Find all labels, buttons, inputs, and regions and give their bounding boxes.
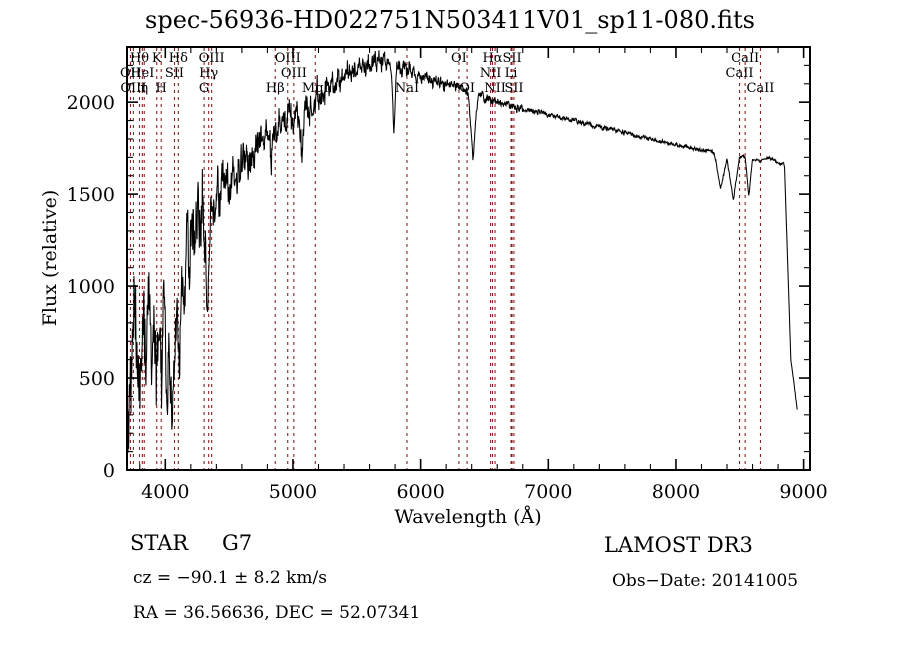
spectral-line-label: OI [451, 51, 467, 66]
x-tick-label: 5000 [269, 481, 317, 503]
survey-label: LAMOST DR3 [604, 533, 753, 557]
y-tick-label: 500 [79, 368, 115, 390]
page-title: spec-56936-HD022751N503411V01_sp11-080.f… [145, 6, 755, 34]
x-tick-label: 4000 [141, 481, 189, 503]
spectral-line-label: NII [484, 81, 506, 96]
y-tick-label: 1500 [67, 184, 115, 206]
spectral-line-label: NII [480, 66, 502, 81]
y-tick-label: 1000 [67, 276, 115, 298]
spectral-line-label: OIII [199, 51, 225, 66]
x-tick-label: 8000 [652, 481, 700, 503]
spectral-line-label: SII [502, 51, 521, 66]
spectral-line-label: CaII [746, 81, 774, 96]
spectral-line-label: SII [165, 66, 184, 81]
y-axis-label: Flux (relative) [39, 190, 61, 327]
obs-date-label: Obs−Date: 20141005 [612, 571, 799, 591]
spectral-line-label: K [152, 51, 162, 66]
coordinates-label: RA = 36.56636, DEC = 52.07341 [133, 603, 421, 623]
spectral-line-label: η [140, 81, 148, 96]
spectrum-trace [126, 50, 798, 453]
y-tick-label: 0 [103, 460, 115, 482]
x-tick-label: 6000 [396, 481, 444, 503]
spectral-class-label: G7 [222, 531, 253, 555]
spectral-line-markers [129, 48, 762, 469]
y-axis-ticks: 0 500 1000 1500 2000 [67, 46, 810, 482]
spectral-line-label: Hβ [266, 81, 285, 96]
x-tick-label: 7000 [524, 481, 572, 503]
spectral-line-label: OIII [120, 81, 146, 96]
spectral-line-label: SII [504, 81, 523, 96]
spectral-line-label: H [156, 81, 167, 96]
spectral-line-label: OI [459, 81, 475, 96]
y-tick-label: 2000 [67, 92, 115, 114]
spectral-line-label: Hθ [130, 51, 149, 66]
object-type-label: STAR [130, 531, 189, 555]
plot-frame [126, 46, 811, 471]
x-tick-label: 9000 [779, 481, 827, 503]
spectral-line-label: MgI [302, 81, 329, 96]
spectral-line-label: Hδ [169, 51, 188, 66]
spectral-line-label: CaII [726, 66, 754, 81]
spectral-line-label: OIII [275, 51, 301, 66]
spectral-line-label: OII [120, 66, 141, 81]
redshift-velocity-label: cz = −90.1 ± 8.2 km/s [133, 568, 327, 588]
x-axis-label: Wavelength (Å) [394, 506, 541, 528]
spectral-line-label: Li [505, 66, 518, 81]
spectral-line-label: Hγ [199, 66, 218, 81]
spectral-line-label: CaII [731, 51, 759, 66]
spectral-line-label: NaI [395, 81, 419, 96]
spectral-line-label: Hα [482, 51, 502, 66]
spectral-line-label: HeI [130, 66, 154, 81]
spectral-line-label: G [199, 81, 209, 96]
x-axis-ticks: 4000 5000 6000 7000 8000 9000 [139, 47, 828, 503]
spectral-line-label: OIII [281, 66, 307, 81]
